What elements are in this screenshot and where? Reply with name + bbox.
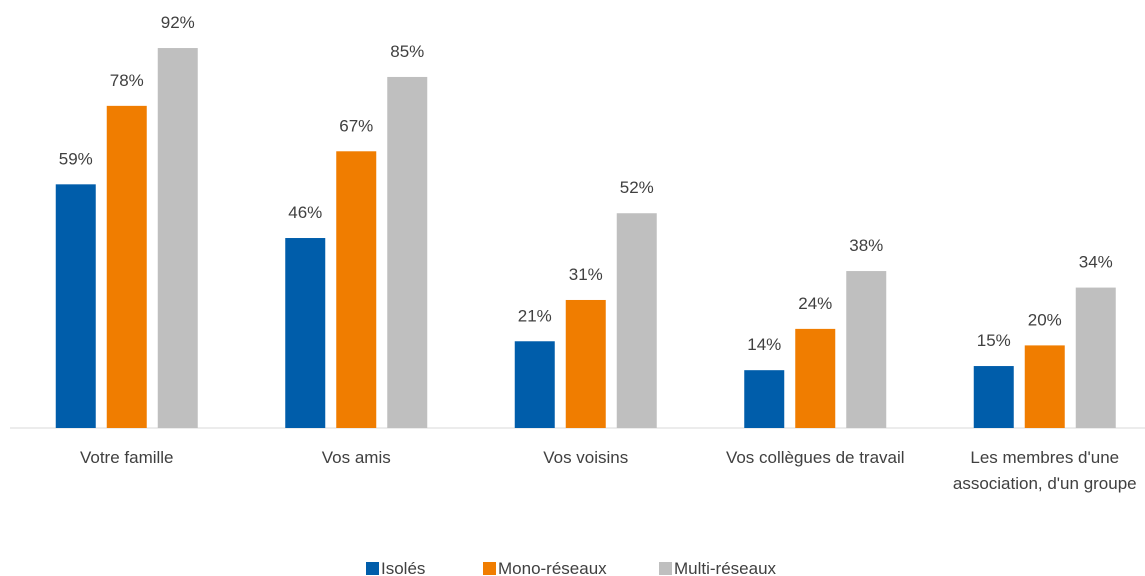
bar <box>616 213 657 428</box>
legend-label: Mono-réseaux <box>498 559 607 576</box>
data-label: 78% <box>110 71 144 90</box>
data-label: 46% <box>288 203 322 222</box>
data-label: 59% <box>59 149 93 168</box>
legend-swatch <box>659 562 672 575</box>
legend-label: Isolés <box>381 559 425 576</box>
data-label: 14% <box>747 335 781 354</box>
bar <box>106 105 147 429</box>
bar <box>1024 345 1065 428</box>
bar <box>565 299 606 428</box>
data-label: 21% <box>518 306 552 325</box>
legend-label: Multi-réseaux <box>674 559 777 576</box>
x-tick-label: Votre famille <box>79 448 174 467</box>
bar <box>157 48 198 428</box>
bar <box>514 341 555 428</box>
bar <box>336 151 377 429</box>
data-label: 34% <box>1079 253 1113 272</box>
bar <box>795 328 836 428</box>
data-label: 52% <box>620 178 654 197</box>
legend-swatch <box>366 562 379 575</box>
legend-swatch <box>483 562 496 575</box>
bar <box>846 271 887 428</box>
bar <box>744 370 785 428</box>
x-tick-label: Vos collègues de travail <box>725 448 905 467</box>
bar <box>1075 287 1116 428</box>
data-label: 38% <box>849 236 883 255</box>
data-label: 20% <box>1028 310 1062 329</box>
data-label: 85% <box>390 42 424 61</box>
data-label: 15% <box>977 331 1011 350</box>
x-tick-label: Les membres d'une association, d'un grou… <box>952 448 1137 493</box>
bar <box>285 238 326 428</box>
data-label: 31% <box>569 265 603 284</box>
x-tick-label: Vos voisins <box>543 448 629 467</box>
data-label: 24% <box>798 294 832 313</box>
bar <box>55 184 96 428</box>
data-label: 92% <box>161 13 195 32</box>
data-label: 67% <box>339 116 373 135</box>
bar <box>973 366 1014 428</box>
x-tick-label: Vos amis <box>321 448 391 467</box>
bar <box>387 76 428 428</box>
